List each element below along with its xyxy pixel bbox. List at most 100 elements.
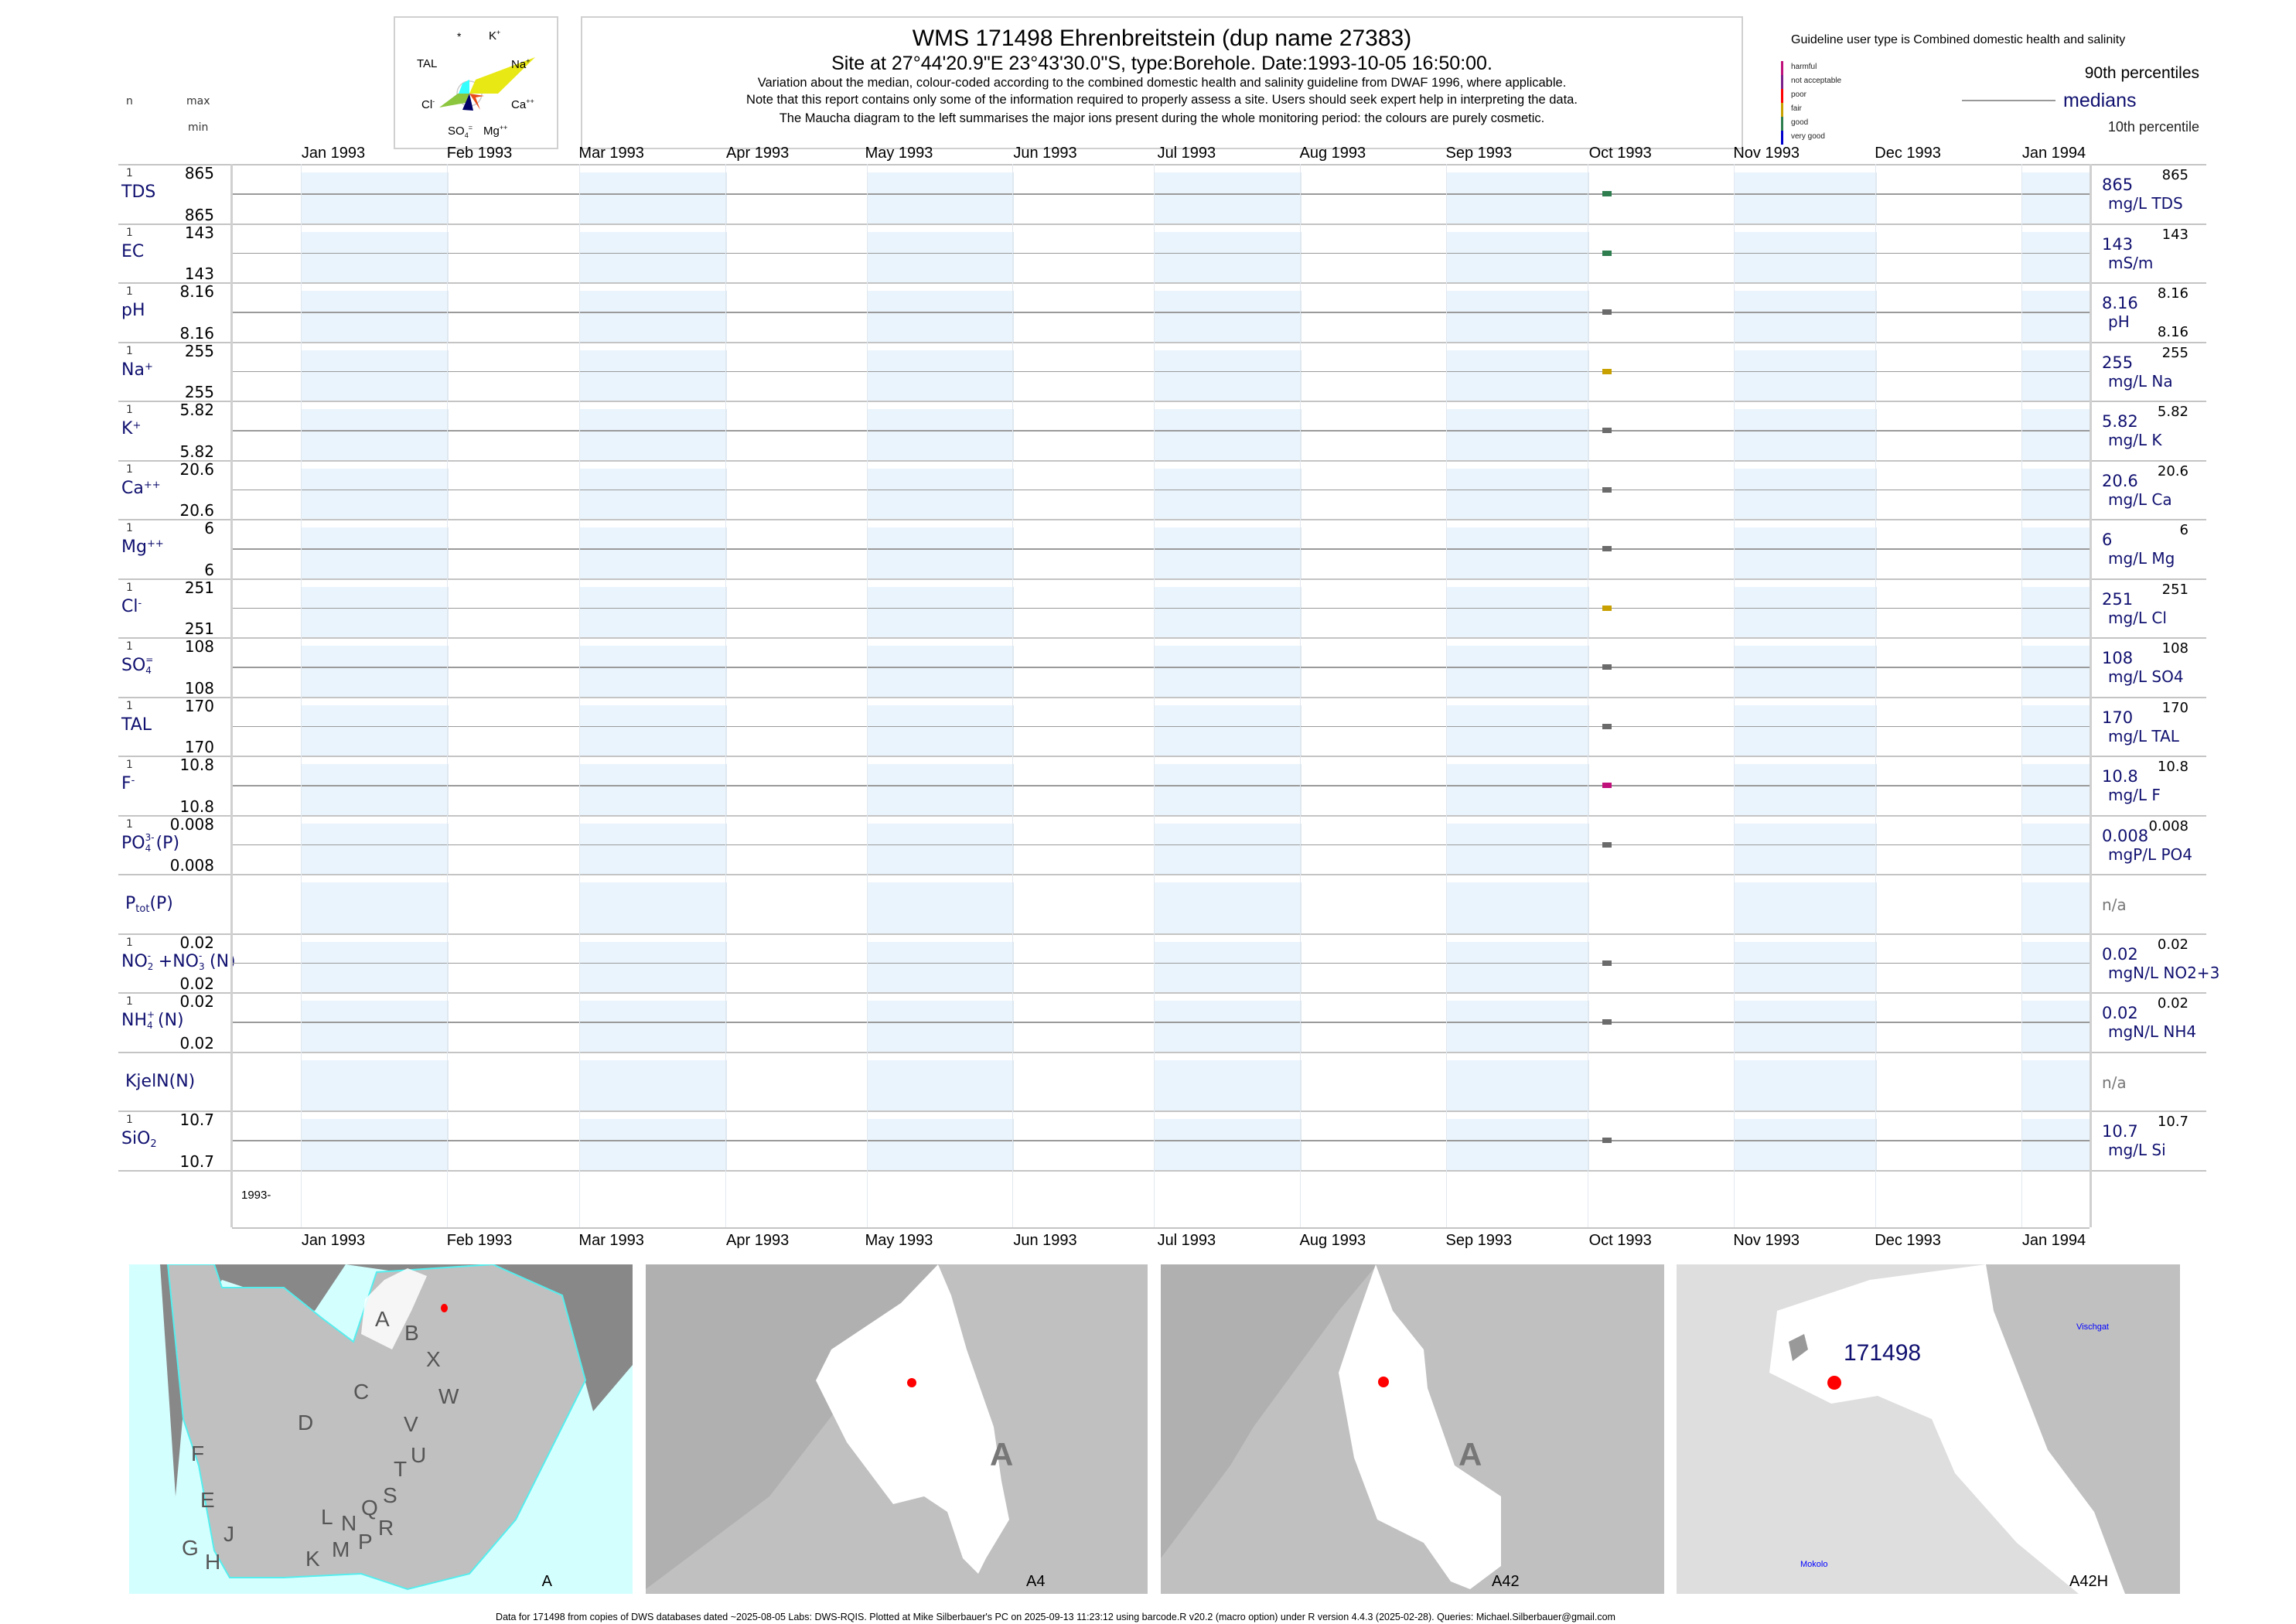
sample-count: 1 <box>126 462 133 476</box>
median-not-available: n/a <box>2102 1073 2127 1092</box>
parameter-name-nh4n: NH +4 (N) <box>121 1009 184 1031</box>
shaded-month-band <box>1154 882 1302 933</box>
month-label-bottom: Oct 1993 <box>1588 1232 1652 1249</box>
min-value: 8.16 <box>179 323 214 343</box>
month-label-top: Mar 1993 <box>578 145 644 162</box>
median-value: 6 <box>2102 531 2113 549</box>
shaded-month-band <box>2021 882 2091 933</box>
parameter-name-so4: SO = 4 <box>121 654 154 676</box>
shaded-month-band <box>1154 468 1302 519</box>
shaded-month-band <box>1446 468 1590 519</box>
shaded-month-band <box>1734 350 1878 401</box>
shaded-month-band <box>578 468 727 519</box>
shaded-month-band <box>866 882 1015 933</box>
unit-label: mgP/L PO4 <box>2108 844 2193 864</box>
shaded-month-band <box>1154 941 1302 992</box>
shaded-month-band <box>578 882 727 933</box>
shaded-month-band <box>301 646 449 697</box>
map-region-letter: G <box>182 1536 199 1560</box>
row-divider <box>118 401 2206 402</box>
shaded-month-band <box>1734 705 1878 756</box>
sample-count: 1 <box>126 640 133 653</box>
row-divider <box>118 282 2206 284</box>
shaded-month-band <box>578 705 727 756</box>
plot-bottom-border <box>232 1227 2090 1229</box>
month-label-top: Jan 1993 <box>301 145 366 162</box>
median-line <box>232 607 2090 609</box>
map-site-label: 171498 <box>1844 1340 1922 1366</box>
shaded-month-band <box>1734 172 1878 223</box>
data-point-marker <box>1602 960 1612 966</box>
shaded-month-band <box>578 291 727 342</box>
data-point-marker <box>1602 546 1612 552</box>
month-label-bottom: Apr 1993 <box>726 1232 790 1249</box>
shaded-month-band <box>2021 1119 2091 1170</box>
median-value: 0.02 <box>2102 1004 2138 1022</box>
shaded-month-band <box>866 231 1015 282</box>
map-region-letter: B <box>404 1321 419 1345</box>
parameter-name-cl: Cl- <box>121 596 142 616</box>
max-value: 865 <box>184 164 214 183</box>
shaded-month-band <box>1734 882 1878 933</box>
month-label-bottom: Jul 1993 <box>1157 1232 1216 1249</box>
map-label-a42: A42 <box>1492 1573 1520 1590</box>
median-line <box>232 370 2090 373</box>
shaded-month-band <box>578 1059 727 1111</box>
legend-label: harmful <box>1791 63 1817 71</box>
sample-count: 1 <box>126 404 133 416</box>
shaded-month-band <box>301 823 449 874</box>
maucha-label-so4: SO4= <box>448 124 473 139</box>
median-value: 251 <box>2102 589 2134 609</box>
shaded-month-band <box>301 1119 449 1170</box>
min-value: 143 <box>184 264 214 283</box>
shaded-month-band <box>578 527 727 578</box>
map-a42: A A42 <box>1161 1264 1664 1594</box>
map-region-letter: Q <box>361 1496 378 1520</box>
unit-label: mg/L Na <box>2108 371 2173 391</box>
month-tick <box>1734 164 1735 1227</box>
unit-label: mg/L Cl <box>2108 608 2167 627</box>
unit-label: mg/L F <box>2108 786 2161 804</box>
map-region-letter: P <box>358 1530 373 1554</box>
map-site-marker <box>1378 1377 1389 1387</box>
min-value: 865 <box>184 205 214 224</box>
shaded-month-band <box>1446 764 1590 815</box>
max-value: 5.82 <box>179 401 214 419</box>
maucha-label-ca: Ca++ <box>511 97 534 111</box>
shaded-month-band <box>866 172 1015 223</box>
min-value: 5.82 <box>179 442 214 461</box>
shaded-month-band <box>2021 291 2091 342</box>
month-label-top: Dec 1993 <box>1875 145 1941 162</box>
shaded-month-band <box>2021 586 2091 637</box>
site-info: Site at 27°44'20.9"E 23°43'30.0"S, type:… <box>831 53 1493 74</box>
shaded-month-band <box>1154 409 1302 460</box>
shaded-month-band <box>866 291 1015 342</box>
month-label-bottom: Feb 1993 <box>446 1232 513 1249</box>
month-label-bottom: May 1993 <box>865 1232 933 1249</box>
p90-value: 10.8 <box>2157 759 2189 775</box>
shaded-month-band <box>1446 527 1590 578</box>
shaded-month-band <box>1734 409 1878 460</box>
month-label-bottom: Aug 1993 <box>1299 1232 1366 1249</box>
shaded-month-band <box>1734 1119 1878 1170</box>
shaded-month-band <box>1734 527 1878 578</box>
p90-value: 6 <box>2179 522 2189 538</box>
map-catchment-a <box>361 1268 427 1349</box>
shaded-month-band <box>2021 1001 2091 1052</box>
map-south-africa-svg <box>129 1264 633 1591</box>
unit-label: mg/L TAL <box>2108 726 2179 745</box>
sample-count: 1 <box>126 344 133 357</box>
map-region-letter: N <box>341 1511 357 1535</box>
p90-value: 865 <box>2161 167 2189 183</box>
shaded-month-band <box>578 646 727 697</box>
sample-count: 1 <box>126 995 133 1008</box>
legend-color-very-good <box>1781 131 1783 145</box>
unit-label: mg/L Ca <box>2108 490 2172 509</box>
shaded-month-band <box>578 1119 727 1170</box>
max-value: 20.6 <box>179 459 214 479</box>
parameter-name-po4p: PO 3- 4 (P) <box>121 831 180 854</box>
month-tick <box>1875 164 1877 1227</box>
page-title: WMS 171498 Ehrenbreitstein (dup name 273… <box>912 26 1412 51</box>
maucha-sector-tal <box>459 80 469 94</box>
shaded-month-band <box>1446 291 1590 342</box>
